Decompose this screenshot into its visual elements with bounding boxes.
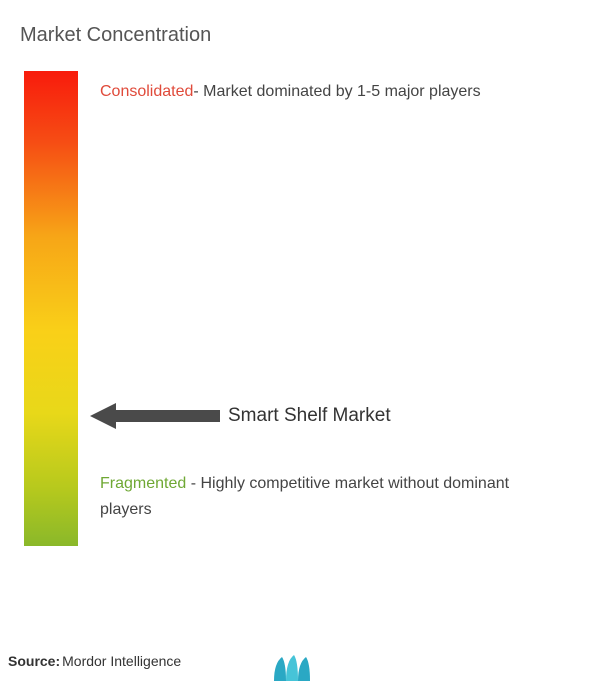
concentration-gradient-bar [24,71,78,546]
consolidated-label: Consolidated [100,83,193,100]
source-attribution: Source: Mordor Intelligence [8,653,181,669]
consolidated-description: - Market dominated by 1-5 major players [193,83,480,100]
diagram-area: Consolidated- Market dominated by 1-5 ma… [20,71,582,611]
market-name-label: Smart Shelf Market [228,405,391,427]
page-title: Market Concentration [20,24,582,47]
market-indicator: Smart Shelf Market [90,401,391,431]
source-label: Source: [8,653,60,669]
source-value: Mordor Intelligence [62,653,181,669]
mordor-logo-icon [272,653,312,683]
fragmented-annotation: Fragmented - Highly competitive market w… [100,471,562,522]
consolidated-annotation: Consolidated- Market dominated by 1-5 ma… [100,81,582,103]
arrow-left-icon [90,401,220,431]
fragmented-label: Fragmented [100,475,186,492]
